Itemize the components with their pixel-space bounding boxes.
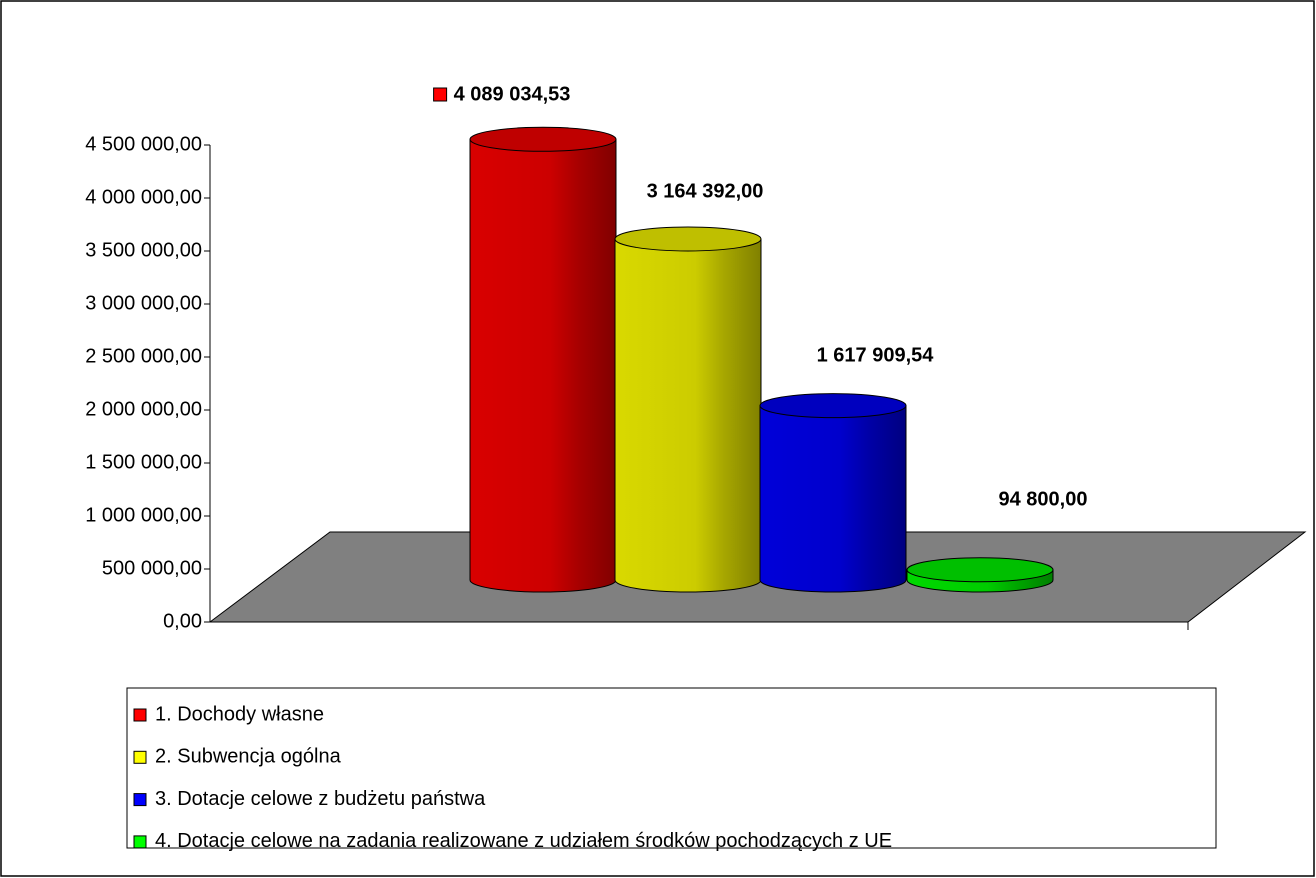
legend-label: 3. Dotacje celowe z budżetu państwa xyxy=(155,788,486,810)
cylinder xyxy=(759,405,907,593)
cylinder-top xyxy=(906,557,1054,583)
cylinder-top xyxy=(469,126,617,152)
legend-label: 1. Dochody własne xyxy=(155,703,324,725)
legend-key xyxy=(133,750,147,764)
cylinder-top xyxy=(759,393,907,419)
legend-key xyxy=(133,708,147,722)
y-tick-label: 500 000,00 xyxy=(102,557,202,579)
value-label: 1 617 909,54 xyxy=(817,344,935,366)
cylinder xyxy=(469,138,617,593)
cylinder-top xyxy=(614,226,762,252)
value-label: 4 089 034,53 xyxy=(454,83,571,105)
legend-label: 4. Dotacje celowe na zadania realizowane… xyxy=(155,830,892,852)
legend-label: 2. Subwencja ogólna xyxy=(155,746,342,768)
y-tick-label: 3 500 000,00 xyxy=(85,239,202,261)
y-tick-label: 4 000 000,00 xyxy=(85,186,202,208)
legend-box xyxy=(126,687,1217,849)
y-tick-label: 3 000 000,00 xyxy=(85,292,202,314)
y-tick-label: 1 000 000,00 xyxy=(85,504,202,526)
y-tick-label: 2 000 000,00 xyxy=(85,398,202,420)
cylinder xyxy=(614,238,762,593)
y-tick-label: 1 500 000,00 xyxy=(85,451,202,473)
value-label-key xyxy=(433,87,448,102)
value-label: 94 800,00 xyxy=(999,488,1088,510)
value-label: 3 164 392,00 xyxy=(647,180,764,202)
legend-key xyxy=(133,793,147,807)
legend-key xyxy=(133,835,147,849)
y-tick-label: 2 500 000,00 xyxy=(85,345,202,367)
y-tick-label: 4 500 000,00 xyxy=(85,133,202,155)
y-tick-label: 0,00 xyxy=(163,610,202,632)
